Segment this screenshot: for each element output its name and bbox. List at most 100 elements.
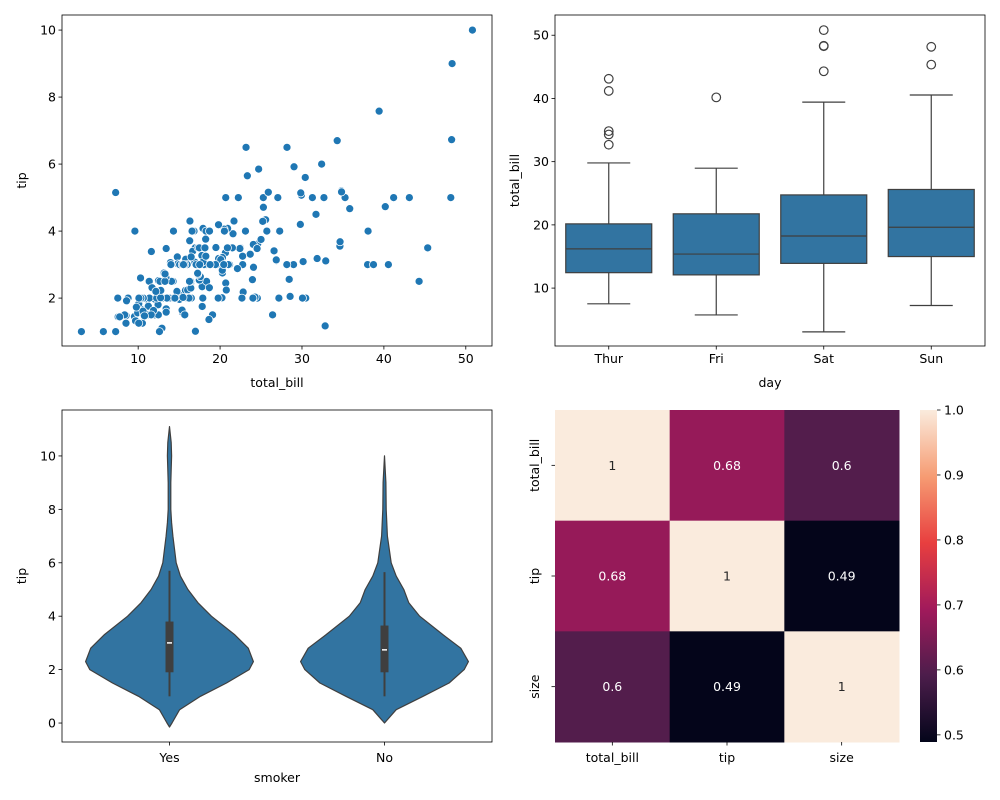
scatter-point	[198, 293, 208, 303]
y-tick-label: 50	[533, 28, 549, 43]
scatter-point	[298, 257, 308, 266]
cell-annotation: 0.6	[602, 679, 622, 694]
scatter-point	[345, 204, 355, 214]
y-tick-label: 6	[48, 555, 56, 570]
y-tick-label: 10	[40, 448, 56, 463]
scatter-point	[233, 193, 243, 202]
scatter-point	[220, 226, 229, 236]
scatter-point	[200, 243, 210, 253]
x-tick-label: 20	[212, 351, 228, 366]
y-tick-label: tip	[527, 568, 542, 584]
scatter-point	[252, 244, 262, 253]
outlier-point	[818, 40, 829, 51]
y-tick-label: size	[527, 674, 542, 699]
iqr-box	[565, 223, 653, 274]
scatter-point	[271, 255, 281, 265]
scatter-point	[380, 202, 390, 212]
scatter-point	[161, 244, 171, 253]
cell-annotation: 0.68	[713, 458, 741, 473]
scatter-point	[160, 276, 170, 286]
outlier-point	[926, 59, 937, 70]
scatter-point	[241, 226, 250, 236]
outlier-point	[711, 92, 722, 103]
cell-annotation: 0.68	[598, 569, 626, 584]
x-tick-label: tip	[719, 750, 735, 765]
y-tick-label: 4	[48, 609, 56, 624]
scatter-point	[185, 276, 194, 286]
scatter-point	[275, 226, 285, 236]
violin-plot: Yes No 0 2 4 6 8 10 smoker tip	[14, 409, 493, 785]
scatter-point	[131, 302, 141, 312]
scatter-point	[140, 311, 149, 321]
y-tick-label: 40	[533, 91, 549, 106]
scatter-point	[155, 327, 164, 336]
x-axis-label: total_bill	[250, 375, 303, 390]
scatter-point	[256, 235, 266, 244]
axes-frame	[61, 14, 493, 347]
box-Sat	[780, 25, 868, 333]
heatmap-cell	[555, 631, 671, 743]
scatter-point	[384, 260, 393, 269]
violin-iqr	[165, 621, 174, 673]
scatter-point	[166, 260, 176, 269]
cell-annotation: 1	[608, 458, 616, 473]
scatter-point	[221, 193, 231, 202]
outlier-point	[603, 129, 614, 140]
correlation-heatmap: 1 0.68 0.60.68 1 0.490.6 0.49 1total_billtotal…	[527, 403, 964, 766]
scatter-point	[447, 135, 456, 145]
scatter-point	[223, 243, 232, 253]
outlier-point	[818, 66, 829, 77]
scatter-point	[146, 247, 156, 256]
scatter-point	[187, 226, 197, 236]
x-tick-label: 30	[294, 351, 310, 366]
y-tick-label: total_bill	[527, 439, 542, 492]
violin-No	[300, 455, 469, 724]
y-tick-label: 30	[533, 154, 549, 169]
scatter-point	[363, 226, 373, 236]
scatter-point	[447, 59, 457, 68]
scatter-point	[197, 302, 207, 311]
scatter-point	[169, 226, 178, 236]
scatter-point	[205, 226, 214, 236]
box-Sun	[887, 41, 975, 307]
outlier-point	[926, 41, 937, 52]
scatter-point	[235, 244, 245, 253]
scatter-point	[195, 260, 205, 269]
scatter-point	[98, 327, 108, 336]
iqr-box	[780, 194, 868, 264]
scatter-point	[111, 188, 121, 197]
scatter-point	[321, 256, 331, 266]
scatter-point	[298, 293, 307, 303]
scatter-point	[115, 312, 125, 322]
scatter-point	[185, 236, 195, 246]
scatter-point	[233, 264, 242, 273]
axes-frame	[554, 14, 986, 347]
scatter-point	[262, 226, 272, 236]
scatter-point	[228, 229, 238, 239]
scatter-point	[296, 188, 306, 198]
y-tick-label: 4	[48, 224, 56, 239]
scatter-point	[254, 164, 264, 174]
x-tick-label: 40	[376, 351, 392, 366]
outlier-point	[818, 25, 829, 36]
scatter-point	[245, 249, 255, 259]
scatter-point	[248, 275, 257, 285]
scatter-point	[151, 287, 161, 296]
scatter-point	[285, 292, 295, 301]
scatter-point	[317, 159, 327, 169]
heatmap-cell	[784, 631, 900, 743]
scatter-point	[205, 260, 215, 269]
scatter-point	[204, 283, 214, 293]
scatter-point	[122, 296, 131, 306]
scatter-point	[161, 307, 171, 317]
box-Thur	[565, 73, 653, 305]
scatter-point	[248, 293, 258, 303]
scatter-point	[180, 310, 190, 320]
scatter-point	[179, 260, 188, 269]
scatter-point	[369, 260, 378, 269]
violin-iqr	[380, 625, 389, 673]
scatter-point	[332, 136, 342, 146]
scatter-point	[77, 327, 86, 336]
y-axis-label: total_bill	[507, 154, 522, 207]
scatter-point	[269, 246, 279, 256]
